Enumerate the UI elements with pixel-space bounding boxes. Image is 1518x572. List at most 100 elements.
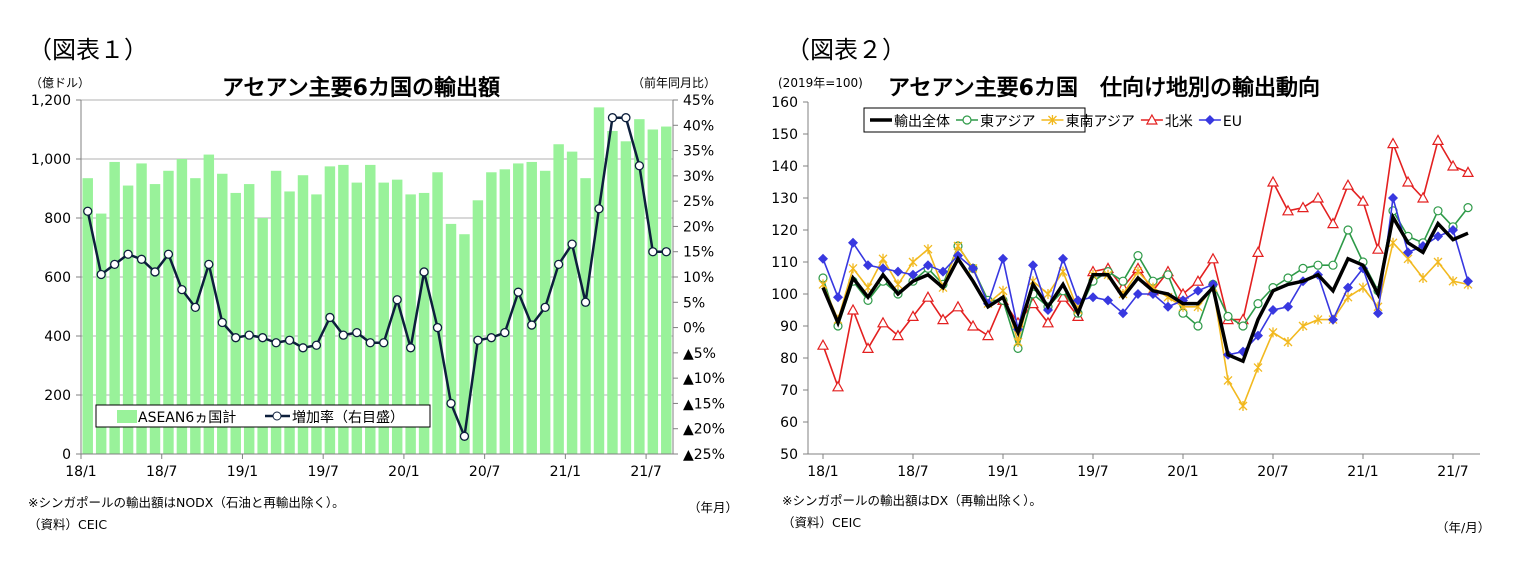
legend-swatch-marker — [1145, 113, 1158, 125]
chart1-legend — [95, 404, 431, 428]
bar — [486, 172, 497, 454]
series-5-point — [1403, 247, 1413, 258]
y2-tick-label: ▲25% — [683, 447, 725, 463]
series-4-point — [1461, 166, 1475, 177]
y-tick-label: 200 — [44, 388, 71, 404]
series-3-point — [998, 285, 1008, 296]
chart1-x-axis-label: （年月） — [688, 500, 739, 515]
growth-rate-point — [204, 259, 214, 270]
series-4-point — [1326, 217, 1340, 229]
chart1-note: ※シンガポールの輸出額はNODX（石油と再輸出除く）。 — [28, 495, 345, 510]
growth-rate-point — [513, 287, 523, 297]
chart2-x-axis-label: （年/月） — [1436, 520, 1491, 535]
legend-label: 北米 — [1165, 114, 1193, 130]
bar — [109, 161, 120, 454]
series-4-point — [1386, 137, 1400, 149]
growth-rate-point — [648, 247, 658, 257]
legend-swatch-marker — [1047, 115, 1057, 125]
series-4-point — [891, 329, 905, 341]
y-tick-label: 110 — [771, 255, 798, 271]
growth-rate-point — [365, 338, 375, 348]
growth-rate-point — [405, 343, 416, 353]
series-5-point — [878, 263, 888, 274]
legend-label: 増加率（右目盛） — [292, 409, 404, 426]
series-5-point — [833, 292, 843, 303]
series-3-point — [848, 263, 858, 274]
y-tick-label: 1,000 — [31, 152, 71, 168]
series-5-point — [1343, 282, 1353, 293]
series-5-point — [923, 260, 933, 271]
growth-rate-point — [271, 338, 281, 348]
series-4-point — [831, 380, 845, 392]
bar — [405, 194, 416, 454]
series-3-point — [1133, 266, 1143, 277]
bar — [432, 172, 443, 454]
series-5-point — [1043, 305, 1053, 315]
series-4-point — [1251, 246, 1265, 257]
series-3-point — [1013, 337, 1023, 347]
series-5-point — [1448, 225, 1458, 235]
series-2-point — [1133, 251, 1143, 261]
bar — [459, 234, 470, 454]
series-3-point — [1253, 362, 1263, 373]
y2-tick-label: 5% — [683, 295, 705, 311]
growth-rate-point — [136, 254, 147, 264]
series-5-point — [1103, 295, 1113, 306]
series-3-point — [893, 279, 903, 290]
growth-rate-point — [634, 161, 645, 171]
series-2-point — [1118, 276, 1128, 286]
bar — [351, 182, 363, 454]
growth-rate-point — [163, 249, 174, 259]
y-tick-label: 90 — [780, 319, 798, 335]
y-tick-label: 800 — [44, 211, 71, 227]
series-3-point — [1223, 375, 1233, 386]
y-tick-label: 100 — [771, 287, 798, 303]
bar — [163, 170, 174, 455]
growth-rate-point — [338, 330, 349, 340]
chart2-source: （資料）CEIC — [782, 515, 862, 530]
legend-label: 東南アジア — [1065, 114, 1134, 130]
y-tick-label: 130 — [771, 191, 798, 207]
growth-rate-point — [580, 297, 591, 307]
y-tick-label: 80 — [780, 351, 798, 367]
series-3-point — [1283, 337, 1293, 347]
y2-tick-label: ▲15% — [683, 396, 725, 412]
y-tick-label: 140 — [771, 159, 798, 175]
series-4-point — [1431, 134, 1445, 145]
series-5-point — [1463, 276, 1473, 287]
growth-rate-point — [392, 295, 402, 305]
growth-rate-point — [325, 312, 335, 323]
bar — [190, 178, 201, 455]
growth-rate-point — [83, 206, 93, 216]
growth-rate-point — [419, 267, 429, 277]
growth-rate-point — [177, 284, 187, 295]
growth-rate-point — [553, 259, 564, 270]
series-5-point — [968, 263, 978, 274]
chart1-title: アセアン主要6カ国の輸出額 — [222, 76, 500, 101]
growth-rate-point — [231, 333, 241, 343]
bar — [378, 182, 389, 454]
series-5-point — [953, 250, 963, 261]
legend-swatch-marker — [962, 115, 972, 125]
bar — [661, 126, 672, 455]
chart1-y2-axis-label: （前年同月比） — [632, 76, 717, 90]
series-2-point — [1463, 203, 1473, 213]
series-4-point — [906, 310, 920, 321]
series-5-point — [1118, 308, 1128, 319]
series-4-point — [1041, 316, 1055, 328]
series-4-point — [876, 316, 890, 328]
growth-rate-point — [311, 340, 322, 350]
series-4-point — [1266, 175, 1280, 187]
series-2-point — [1223, 311, 1233, 321]
series-4-point — [1446, 159, 1460, 171]
series-4-point — [1356, 194, 1370, 206]
y2-tick-label: 10% — [683, 270, 714, 286]
growth-rate-point — [379, 338, 389, 348]
y2-tick-label: 35% — [683, 144, 714, 160]
bar — [634, 119, 645, 455]
legend-swatch-marker — [1204, 115, 1215, 125]
bar — [566, 151, 578, 454]
growth-rate-point — [150, 267, 160, 277]
series-3-point — [1418, 273, 1428, 283]
x-tick-label: 21/7 — [1437, 464, 1468, 480]
